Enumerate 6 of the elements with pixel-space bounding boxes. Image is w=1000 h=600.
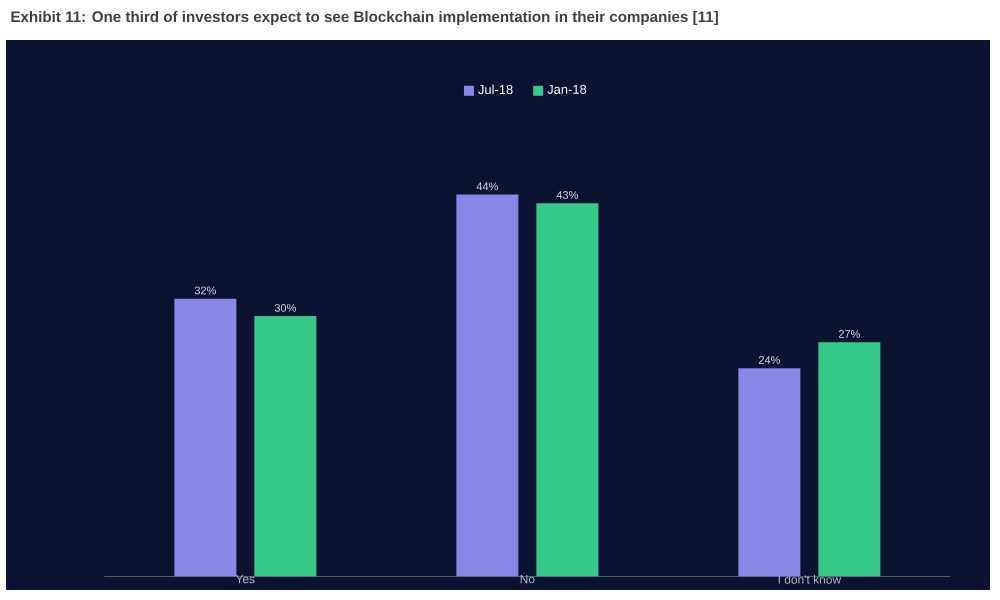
bar (818, 342, 881, 577)
bar (536, 203, 599, 577)
bar (456, 194, 519, 577)
bar (254, 316, 317, 577)
bar (738, 368, 801, 577)
bar (174, 298, 237, 577)
